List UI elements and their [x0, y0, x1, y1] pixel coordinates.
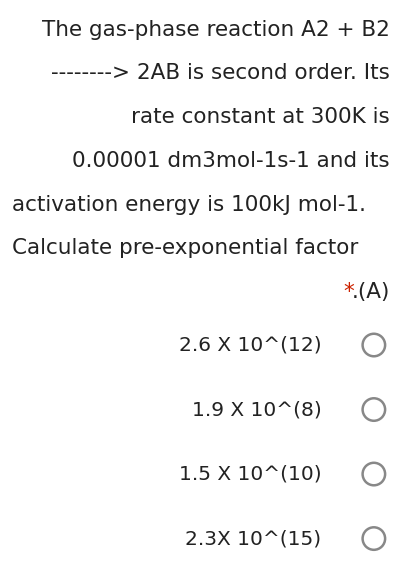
Text: *: * [343, 282, 354, 302]
Text: .(A): .(A) [351, 282, 389, 302]
Text: 0.00001 dm3mol-1s-1 and its: 0.00001 dm3mol-1s-1 and its [72, 151, 389, 171]
Text: 1.5 X 10^(10): 1.5 X 10^(10) [178, 465, 321, 484]
Text: 2.3X 10^(15): 2.3X 10^(15) [185, 529, 321, 548]
Text: 1.9 X 10^(8): 1.9 X 10^(8) [191, 400, 321, 419]
Text: Calculate pre-exponential factor: Calculate pre-exponential factor [12, 238, 358, 259]
Text: 2.6 X 10^(12): 2.6 X 10^(12) [178, 335, 321, 355]
Text: activation energy is 100kJ mol-1.: activation energy is 100kJ mol-1. [12, 195, 365, 215]
Text: rate constant at 300K is: rate constant at 300K is [131, 107, 389, 127]
Text: --------> 2AB is second order. Its: --------> 2AB is second order. Its [51, 63, 389, 84]
Text: The gas-phase reaction A2 + B2: The gas-phase reaction A2 + B2 [42, 20, 389, 40]
